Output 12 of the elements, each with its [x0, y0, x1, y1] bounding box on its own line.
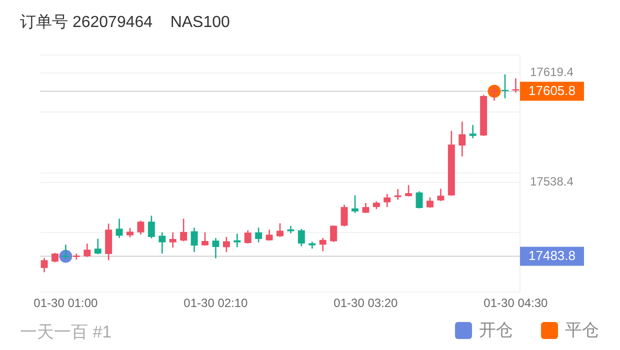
xtick: 01-30 03:20	[334, 296, 398, 310]
annotation: 一天一百 #1	[20, 322, 112, 342]
ref-label: 17605.8	[528, 83, 576, 98]
xtick: 01-30 02:10	[184, 296, 248, 310]
ytick: 17538.4	[530, 174, 574, 189]
ytick: 17619.4	[530, 65, 574, 80]
legend-label: 平仓	[565, 320, 599, 340]
legend-label: 开仓	[479, 320, 513, 340]
title: 订单号 262079464 NAS100	[20, 14, 230, 31]
ref-label: 17483.8	[528, 248, 576, 264]
xtick: 01-30 01:00	[34, 296, 98, 310]
xtick: 01-30 04:30	[484, 296, 548, 310]
